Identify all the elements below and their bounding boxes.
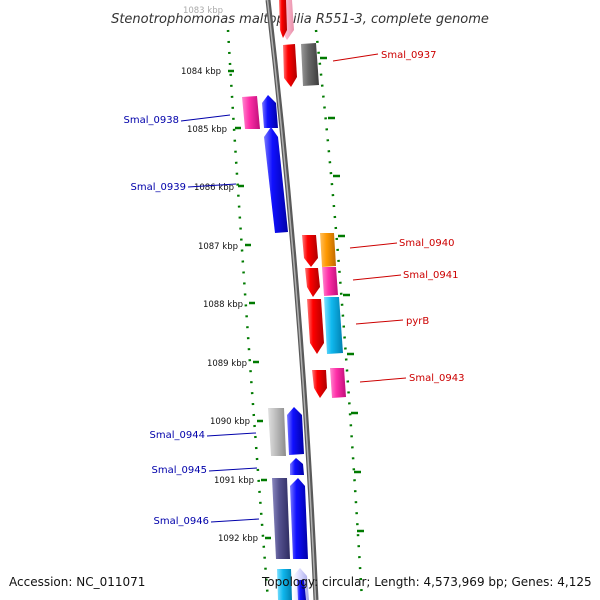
gene-label-smal-0946[interactable]: Smal_0946 <box>154 516 209 527</box>
leader-smal-0941 <box>352 274 402 281</box>
gene-smal-0945-arrow[interactable] <box>290 458 304 475</box>
topology-summary: Topology: circular; Length: 4,573,969 bp… <box>262 575 592 589</box>
gene-label-smal-0940[interactable]: Smal_0940 <box>399 238 454 249</box>
gene-label-smal-0945[interactable]: Smal_0945 <box>152 465 207 476</box>
gene-smal-0944-arrow[interactable] <box>287 407 304 455</box>
map-title: Stenotrophomonas maltophilia R551-3, com… <box>111 12 489 27</box>
genome-backbone <box>265 0 319 600</box>
gene-label-pyrb[interactable]: pyrB <box>406 316 429 327</box>
gene-label-smal-0944[interactable]: Smal_0944 <box>150 430 205 441</box>
scale-label-1087: 1087 kbp <box>198 242 238 252</box>
gene-smal-0946-arrow[interactable] <box>290 478 308 559</box>
leader-smal-0944 <box>206 432 257 437</box>
leader-smal-0938 <box>180 114 231 122</box>
gene-smal-0938-arrow[interactable] <box>262 95 278 128</box>
leader-smal-0946 <box>210 518 260 523</box>
gene-smal-0940-arrow[interactable] <box>302 235 318 267</box>
gene-smal-0943-arrow[interactable] <box>312 370 327 398</box>
leader-smal-0940 <box>349 242 398 249</box>
leader-smal-0939 <box>187 183 237 188</box>
scale-label-1088: 1088 kbp <box>203 300 243 310</box>
gene-label-smal-0943[interactable]: Smal_0943 <box>409 373 464 384</box>
gene-smal-0937-neighbor[interactable] <box>301 43 319 86</box>
scale-label-1091: 1091 kbp <box>214 476 254 486</box>
gene-label-smal-0941[interactable]: Smal_0941 <box>403 270 458 281</box>
scale-label-1083: 1083 kbp <box>183 6 223 16</box>
leader-smal-0943 <box>359 377 407 383</box>
gene-smal-0938-box[interactable] <box>242 96 260 129</box>
gene-pyrb-box[interactable] <box>324 297 343 354</box>
gene-pyrb-arrow[interactable] <box>307 299 324 354</box>
scale-label-1086: 1086 kbp <box>194 183 234 193</box>
gene-label-smal-0939[interactable]: Smal_0939 <box>131 182 186 193</box>
scale-label-1084: 1084 kbp <box>181 67 221 77</box>
leader-smal-0945 <box>208 467 258 472</box>
gene-smal-0946-box[interactable] <box>272 478 290 559</box>
gene-smal-0940-box[interactable] <box>320 233 336 267</box>
gene-smal-0944-box[interactable] <box>268 408 286 456</box>
gene-label-smal-0937[interactable]: Smal_0937 <box>381 50 436 61</box>
gene-smal-0939-arrow[interactable] <box>264 127 288 233</box>
gene-smal-0941-box[interactable] <box>322 267 338 296</box>
accession-label: Accession: NC_011071 <box>9 575 146 589</box>
leader-smal-0937 <box>332 53 379 62</box>
gene-bottom-cyan[interactable] <box>277 569 292 600</box>
gene-label-smal-0938[interactable]: Smal_0938 <box>124 115 179 126</box>
gene-smal-0943-box[interactable] <box>330 368 346 398</box>
scale-label-1092: 1092 kbp <box>218 534 258 544</box>
scale-label-1089: 1089 kbp <box>207 359 247 369</box>
forward-strand-genes <box>279 0 346 398</box>
leader-pyrb <box>355 319 404 325</box>
reverse-strand-genes <box>242 95 309 600</box>
scale-label-1090: 1090 kbp <box>210 417 250 427</box>
scale-major-ticks <box>228 56 364 540</box>
scale-label-1085: 1085 kbp <box>187 125 227 135</box>
gene-smal-0937-arrow[interactable] <box>283 44 297 87</box>
gene-smal-0941-arrow[interactable] <box>305 268 320 297</box>
